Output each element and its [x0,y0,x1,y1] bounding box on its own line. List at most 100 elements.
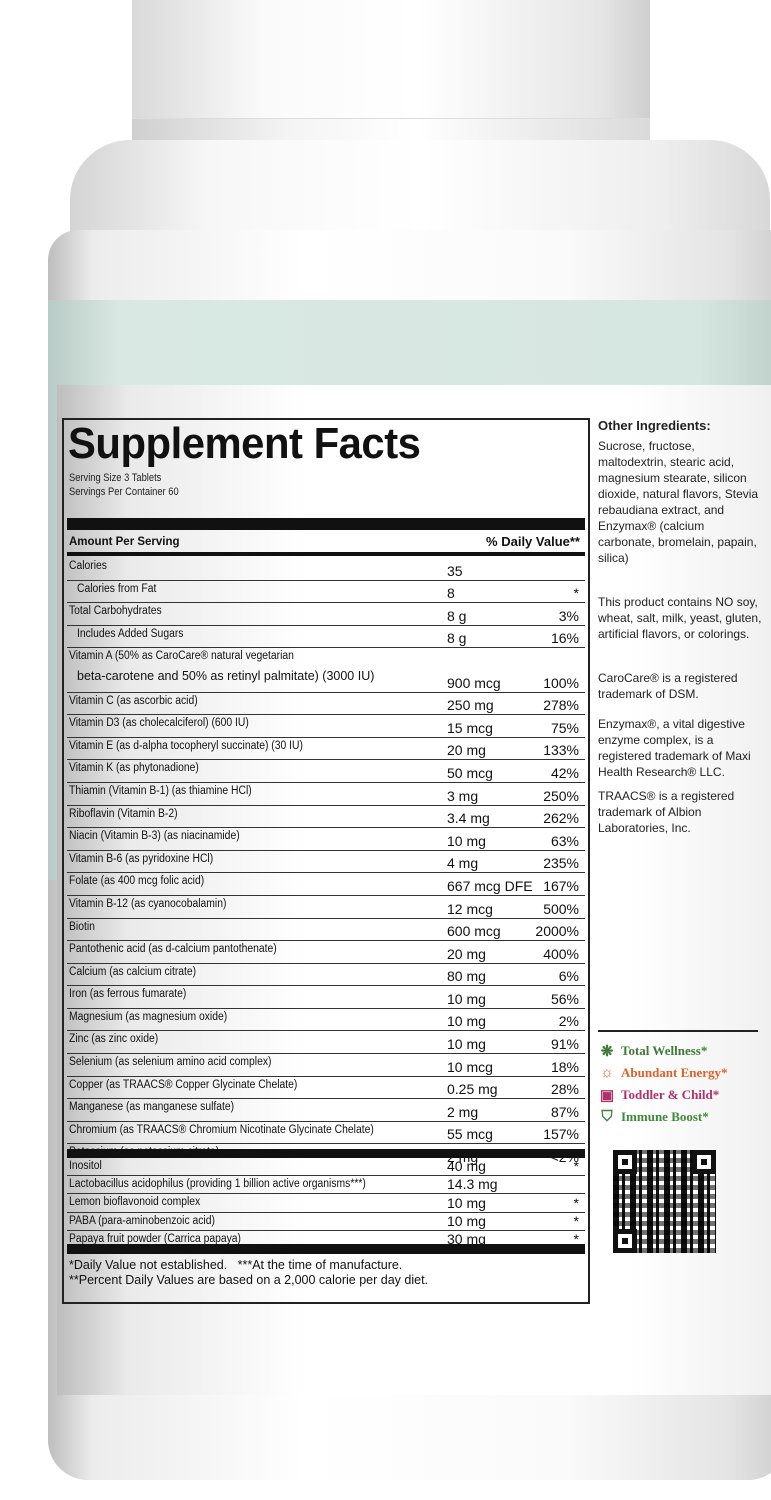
qr-marker [692,1150,716,1174]
nutrient-row: Zinc (as zinc oxide) 10 mg 91% [67,1031,585,1055]
nutrient-daily-value: 157% [543,1126,579,1143]
nutrient-name: Lactobacillus acidophilus (providing 1 b… [69,1178,366,1191]
nutrient-row: Vitamin B-12 (as cyanocobalamin) 12 mcg 50… [67,896,585,919]
nutrient-row: Magnesium (as magnesium oxide) 10 mg 2% [67,1009,585,1032]
nutrient-name: Biotin [69,920,95,933]
nutrient-amount: 10 mg [447,832,486,849]
nutrient-name: Manganese (as manganese sulfate) [69,1101,235,1114]
qr-code[interactable] [613,1150,716,1253]
badge-blocks: ▣ Toddler & Child* [598,1084,758,1106]
qr-marker [613,1150,637,1174]
nutrient-daily-value: 278% [543,697,579,714]
nutrient-row: Vitamin B-6 (as pyridoxine HCl) 4 mg 235% [67,851,585,874]
badge-label: Toddler & Child* [621,1087,720,1102]
nutrient-daily-value: 16% [550,630,579,647]
nutrient-daily-value: 2% [558,1013,579,1030]
supplement-facts-panel: Supplement Facts Serving Size 3 Tablets … [62,418,590,1304]
nutrient-amount: 12 mcg [447,900,493,917]
column-header: Amount Per Serving % Daily Value** [69,534,580,550]
nutrient-row: Includes Added Sugars 8 g 16% [67,626,585,649]
footnotes: *Daily Value not established. ***At the … [69,1258,428,1288]
nutrient-name: Inositol [69,1160,102,1172]
nutrient-name: Iron (as ferrous fumarate) [69,988,187,1001]
nutrient-name-cont: beta-carotene and 50% as retinyl palmita… [77,669,375,684]
nutrient-row: Inositol 40 mg * [67,1158,585,1177]
nutrient-daily-value: 400% [543,945,579,962]
nutrient-row: Calcium (as calcium citrate) 80 mg 6% [67,964,585,987]
nutrient-amount: 14.3 mg [447,1176,498,1193]
nutrient-row: Calories from Fat 8 * [67,581,585,604]
nutrient-daily-value: 63% [550,832,579,849]
nutrient-daily-value: 6% [558,968,579,985]
nutrient-name: Niacin (Vitamin B-3) (as niacinamide) [69,830,240,843]
nutrient-name: Calories [69,560,107,572]
medium-divider [67,552,585,556]
bottle-cap [132,0,650,141]
nutrient-name: Thiamin (Vitamin B-1) (as thiamine HCl) [69,784,252,797]
nutrient-amount: 35 [447,562,463,579]
nutrient-row: Vitamin E (as d-alpha tocopheryl succina… [67,738,585,761]
nutrient-row: Chromium (as TRAACS® Chromium Nicotinate… [67,1122,585,1145]
nutrient-amount: 20 mg [447,945,486,962]
nutrient-row: Thiamin (Vitamin B-1) (as thiamine HCl) 3… [67,783,585,806]
nutrient-name: Papaya fruit powder (Carrica papaya) [69,1232,242,1245]
nutrient-name: Vitamin D3 (as cholecalciferol) (600 IU) [69,717,249,730]
nutrient-row: Niacin (Vitamin B-3) (as niacinamide) 10 … [67,828,585,851]
nutrient-amount: 8 [447,585,455,602]
nutrient-name: Magnesium (as magnesium oxide) [69,1010,228,1023]
nutrient-name: Vitamin C (as ascorbic acid) [69,694,198,707]
carocare-trademark: CaroCare® is a registered trademark of D… [598,671,738,701]
nutrient-row: Pantothenic acid (as d-calcium pantothen… [67,941,585,964]
nutrient-name: Total Carbohydrates [69,605,162,618]
nutrient-name: PABA (para-aminobenzoic acid) [69,1214,215,1227]
badge-sun: ☼ Abundant Energy* [598,1062,758,1084]
shield-icon: ⛉ [601,1109,613,1125]
servings-per-container: Servings Per Container 60 [69,486,179,498]
serving-size: Serving Size 3 Tablets [69,472,162,484]
nutrient-daily-value: 133% [543,742,579,759]
contains-no-text: This product contains NO soy, wheat, sal… [598,595,762,641]
nutrient-row: Vitamin A (50% as CaroCare® natural vege… [67,648,585,693]
nutrient-row: PABA (para-aminobenzoic acid) 10 mg * [67,1213,585,1231]
nutrient-row: Riboflavin (Vitamin B-2) 3.4 mg 262% [67,806,585,829]
nutrient-name: Riboflavin (Vitamin B-2) [69,807,178,820]
sun-icon: ☼ [600,1064,614,1081]
nutrient-name: Calcium (as calcium citrate) [69,965,197,978]
nutrient-row: Manganese (as manganese sulfate) 2 mg 87% [67,1099,585,1122]
nutrient-name: Vitamin K (as phytonadione) [69,762,199,775]
nutrient-daily-value: 56% [550,990,579,1007]
qr-marker [613,1229,637,1253]
blocks-icon: ▣ [599,1087,615,1104]
nutrient-daily-value: 42% [550,764,579,781]
nutrient-row: Vitamin K (as phytonadione) 50 mcg 42% [67,760,585,783]
nutrient-daily-value: 87% [550,1103,579,1120]
nutrient-amount: 50 mcg [447,764,493,781]
nutrient-amount: 10 mg [447,1212,486,1229]
nutrient-row: Papaya fruit powder (Carrica papaya) 30 m… [67,1231,585,1248]
nutrient-row: Folate (as 400 mcg folic acid) 667 mcg DF… [67,873,585,896]
nutrient-row: Iron (as ferrous fumarate) 10 mg 56% [67,986,585,1009]
badge-label: Immune Boost* [621,1109,709,1124]
nutrient-row: Vitamin C (as ascorbic acid) 250 mg 278% [67,693,585,716]
nutrient-daily-value: 100% [543,674,579,691]
nutrient-row: Copper (as TRAACS® Copper Glycinate Chel… [67,1077,585,1100]
nutrient-amount: 10 mcg [447,1058,493,1075]
badge-sprout: ❋ Total Wellness* [598,1040,758,1062]
nutrient-daily-value: * [573,585,579,602]
nutrient-name: Pantothenic acid (as d-calcium pantothen… [69,943,277,956]
badge-label: Abundant Energy* [621,1065,728,1080]
footnote-daily-value: *Daily Value not established. ***At the … [69,1258,403,1272]
other-ingredient-rows: Inositol 40 mg * Lactobacillus acidophilus … [67,1158,585,1248]
nutrient-amount: 15 mcg [447,719,493,736]
nutrient-name: Copper (as TRAACS® Copper Glycinate Chel… [69,1078,298,1091]
nutrient-name: Selenium (as selenium amino acid complex… [69,1056,272,1069]
nutrient-amount: 600 mcg [447,923,501,940]
nutrient-daily-value: 235% [543,855,579,872]
nutrient-row: Lactobacillus acidophilus (providing 1 b… [67,1176,585,1195]
other-ingredients-title: Other Ingredients: [598,418,711,433]
nutrient-name: Chromium (as TRAACS® Chromium Nicotinate… [69,1123,374,1136]
other-ingredients-text: Sucrose, fructose, maltodextrin, stearic… [598,439,759,565]
nutrient-name: Calories from Fat [77,582,157,595]
nutrient-amount: 3 mg [447,787,479,804]
panel-title: Supplement Facts [68,419,421,468]
